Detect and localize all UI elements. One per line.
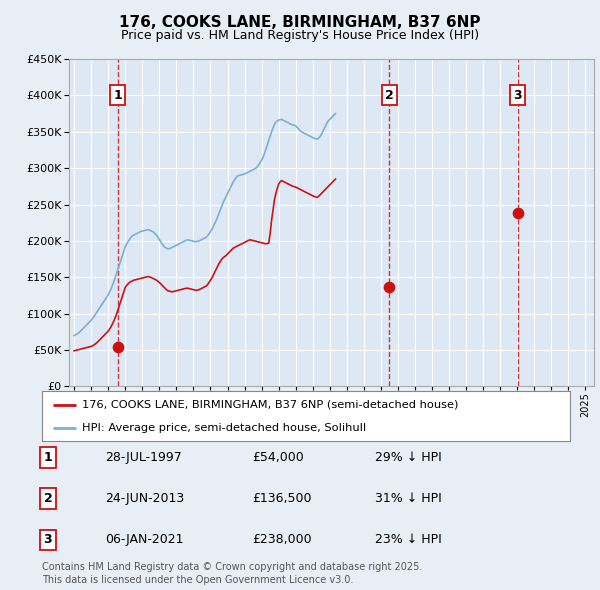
Text: 1: 1 — [44, 451, 52, 464]
Text: 2: 2 — [385, 88, 394, 101]
Point — [113, 342, 123, 352]
Text: 31% ↓ HPI: 31% ↓ HPI — [375, 492, 442, 505]
Text: 24-JUN-2013: 24-JUN-2013 — [105, 492, 184, 505]
Text: £54,000: £54,000 — [252, 451, 304, 464]
Point — [513, 208, 523, 218]
Text: HPI: Average price, semi-detached house, Solihull: HPI: Average price, semi-detached house,… — [82, 423, 366, 433]
Text: 3: 3 — [44, 533, 52, 546]
Text: 23% ↓ HPI: 23% ↓ HPI — [375, 533, 442, 546]
Text: 1: 1 — [113, 88, 122, 101]
Text: 2: 2 — [44, 492, 52, 505]
Text: 176, COOKS LANE, BIRMINGHAM, B37 6NP: 176, COOKS LANE, BIRMINGHAM, B37 6NP — [119, 15, 481, 30]
Text: Price paid vs. HM Land Registry's House Price Index (HPI): Price paid vs. HM Land Registry's House … — [121, 30, 479, 42]
Text: £238,000: £238,000 — [252, 533, 311, 546]
Text: 06-JAN-2021: 06-JAN-2021 — [105, 533, 184, 546]
Point — [385, 283, 394, 292]
Text: 28-JUL-1997: 28-JUL-1997 — [105, 451, 182, 464]
Text: 29% ↓ HPI: 29% ↓ HPI — [375, 451, 442, 464]
Text: 3: 3 — [514, 88, 522, 101]
Text: £136,500: £136,500 — [252, 492, 311, 505]
Text: Contains HM Land Registry data © Crown copyright and database right 2025.
This d: Contains HM Land Registry data © Crown c… — [42, 562, 422, 585]
Text: 176, COOKS LANE, BIRMINGHAM, B37 6NP (semi-detached house): 176, COOKS LANE, BIRMINGHAM, B37 6NP (se… — [82, 399, 458, 409]
